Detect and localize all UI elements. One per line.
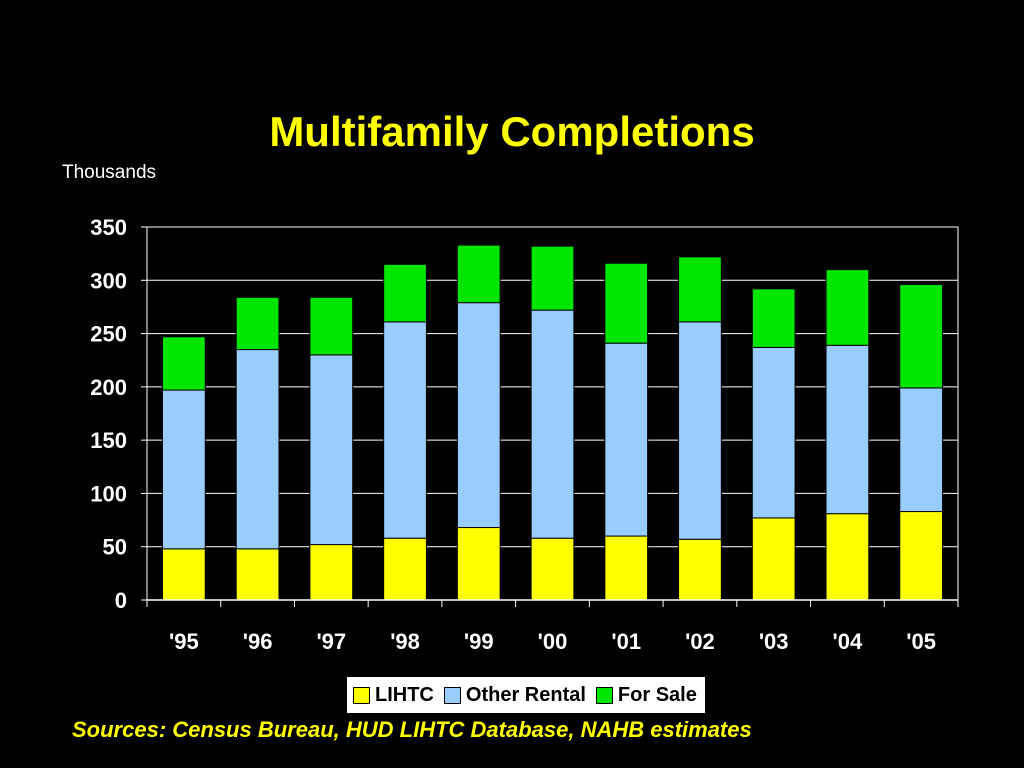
bar-for-sale bbox=[825, 269, 870, 346]
x-tick-label: '03 bbox=[759, 629, 789, 654]
legend-label-lihtc: LIHTC bbox=[375, 683, 434, 706]
legend-swatch-for-sale bbox=[595, 686, 613, 704]
bar-other-rental bbox=[161, 389, 206, 550]
bar-lihtc bbox=[604, 535, 649, 601]
y-tick-label: 350 bbox=[90, 215, 127, 240]
bar-lihtc bbox=[751, 517, 796, 601]
bar-for-sale bbox=[161, 336, 206, 391]
bar-lihtc bbox=[678, 538, 722, 601]
bar-other-rental bbox=[678, 321, 722, 540]
y-tick-label: 100 bbox=[90, 481, 127, 506]
legend-label-for-sale: For Sale bbox=[617, 683, 697, 706]
bar-lihtc bbox=[530, 537, 575, 601]
bar-for-sale bbox=[456, 244, 501, 304]
x-tick-label: '97 bbox=[316, 629, 346, 654]
y-tick-label: 150 bbox=[90, 428, 127, 453]
legend-item-lihtc: LIHTC bbox=[353, 684, 434, 707]
bar-other-rental bbox=[235, 349, 280, 550]
bar-other-rental bbox=[530, 309, 575, 539]
source-note: Sources: Census Bureau, HUD LIHTC Databa… bbox=[72, 717, 752, 742]
y-tick-label: 300 bbox=[90, 268, 127, 293]
x-tick-label: '00 bbox=[538, 629, 568, 654]
bar-for-sale bbox=[751, 288, 796, 348]
legend-item-for-sale: For Sale bbox=[595, 683, 697, 707]
legend-swatch-other-rental bbox=[443, 686, 461, 704]
x-tick-label: '98 bbox=[390, 629, 420, 654]
legend-label-other-rental: Other Rental bbox=[465, 683, 586, 706]
y-tick-label: 200 bbox=[90, 375, 127, 400]
bar-other-rental bbox=[456, 302, 501, 529]
bar-lihtc bbox=[899, 511, 944, 601]
chart-legend: LIHTC Other Rental For Sale bbox=[346, 676, 706, 714]
y-tick-label: 50 bbox=[103, 535, 127, 560]
x-tick-label: '01 bbox=[611, 629, 641, 654]
bar-other-rental bbox=[751, 346, 796, 519]
bar-other-rental bbox=[309, 354, 354, 546]
bar-other-rental bbox=[604, 342, 649, 537]
bar-for-sale bbox=[678, 256, 722, 323]
x-tick-label: '05 bbox=[906, 629, 936, 654]
bar-other-rental bbox=[899, 387, 944, 513]
x-tick-label: '99 bbox=[464, 629, 494, 654]
bar-for-sale bbox=[604, 262, 649, 344]
bar-lihtc bbox=[235, 548, 280, 601]
bar-lihtc bbox=[161, 548, 206, 601]
x-tick-label: '04 bbox=[833, 629, 863, 654]
bar-for-sale bbox=[530, 245, 575, 311]
y-tick-label: 0 bbox=[115, 588, 127, 613]
y-tick-label: 250 bbox=[90, 322, 127, 347]
bar-for-sale bbox=[309, 296, 354, 356]
bar-for-sale bbox=[899, 284, 944, 389]
chart-title: Multifamily Completions bbox=[269, 108, 755, 155]
x-tick-label: '96 bbox=[243, 629, 273, 654]
x-tick-label: '95 bbox=[169, 629, 199, 654]
x-tick-label: '02 bbox=[685, 629, 715, 654]
bar-other-rental bbox=[383, 321, 427, 539]
bar-lihtc bbox=[309, 544, 354, 601]
bar-for-sale bbox=[383, 263, 427, 323]
legend-item-other-rental: Other Rental bbox=[443, 683, 586, 707]
unit-label: Thousands bbox=[62, 162, 157, 183]
legend-swatch-lihtc bbox=[353, 686, 370, 704]
bar-lihtc bbox=[825, 513, 870, 601]
bar-other-rental bbox=[825, 344, 870, 515]
bar-for-sale bbox=[235, 296, 280, 351]
bar-lihtc bbox=[383, 537, 427, 601]
bar-lihtc bbox=[456, 527, 501, 601]
